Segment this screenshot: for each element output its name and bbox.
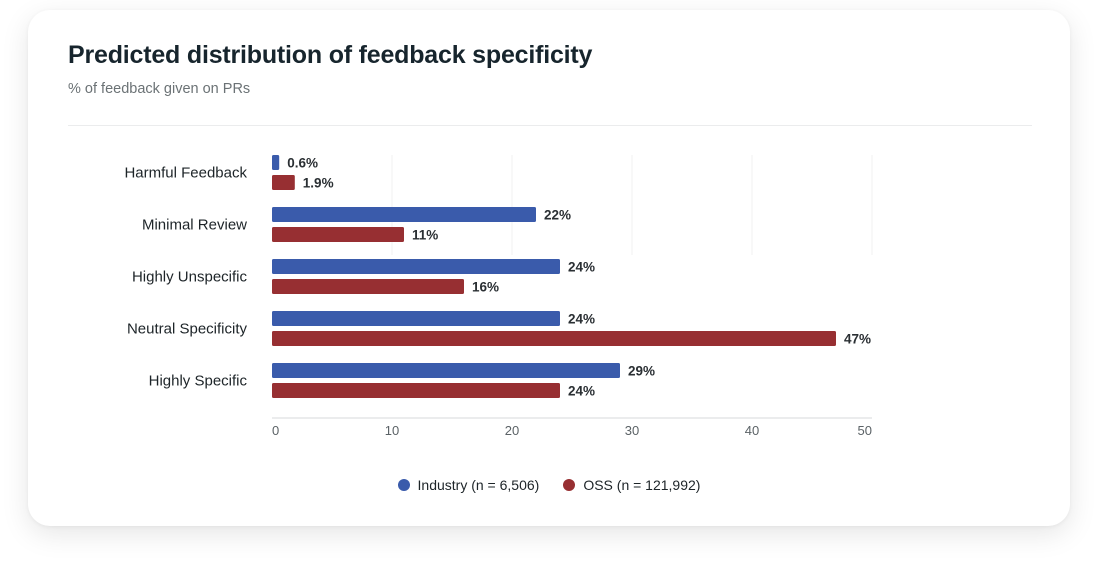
chart-title: Predicted distribution of feedback speci… xyxy=(68,41,593,69)
data-label: 1.9% xyxy=(303,176,334,191)
bar-oss xyxy=(272,227,404,242)
category-label: Harmful Feedback xyxy=(124,165,247,182)
x-tick-label: 40 xyxy=(745,423,759,438)
x-tick-label: 50 xyxy=(858,423,872,438)
bar-industry xyxy=(272,155,280,170)
legend-label-oss: OSS (n = 121,992) xyxy=(583,477,701,493)
category-label: Minimal Review xyxy=(142,217,247,234)
data-label: 16% xyxy=(472,280,499,295)
data-label: 24% xyxy=(568,384,595,399)
category-label: Neutral Specificity xyxy=(127,321,248,338)
bar-oss xyxy=(272,175,295,190)
x-tick-label: 20 xyxy=(505,423,519,438)
chart-legend: Industry (n = 6,506) OSS (n = 121,992) xyxy=(28,477,1070,493)
header-divider xyxy=(68,125,1032,126)
data-label: 29% xyxy=(628,364,655,379)
chart-card: Predicted distribution of feedback speci… xyxy=(28,10,1070,526)
bar-oss xyxy=(272,279,464,294)
chart-subtitle: % of feedback given on PRs xyxy=(68,81,251,97)
legend-item-industry[interactable]: Industry (n = 6,506) xyxy=(397,477,540,493)
legend-dot-oss xyxy=(563,479,576,491)
legend-label-industry: Industry (n = 6,506) xyxy=(417,477,540,493)
data-label: 47% xyxy=(844,332,871,347)
data-label: 24% xyxy=(568,260,595,275)
data-label: 24% xyxy=(568,312,595,327)
category-label: Highly Specific xyxy=(149,373,248,390)
bar-industry xyxy=(272,207,536,222)
bar-industry xyxy=(272,363,620,378)
bar-oss xyxy=(272,383,560,398)
bar-chart: Harmful Feedback 0.6% 1.9% Minimal Review 22… xyxy=(124,155,873,438)
legend-item-oss[interactable]: OSS (n = 121,992) xyxy=(563,477,700,493)
bar-industry xyxy=(272,259,560,274)
data-label: 11% xyxy=(412,228,438,243)
legend-dot-industry xyxy=(397,479,410,491)
x-tick-label: 30 xyxy=(625,423,639,438)
x-tick-label: 10 xyxy=(385,423,399,438)
bar-industry xyxy=(272,311,560,326)
data-label: 0.6% xyxy=(287,156,318,171)
bar-oss xyxy=(272,331,836,346)
category-label: Highly Unspecific xyxy=(132,269,248,286)
data-label: 22% xyxy=(544,208,571,223)
x-tick-label: 0 xyxy=(272,423,279,438)
